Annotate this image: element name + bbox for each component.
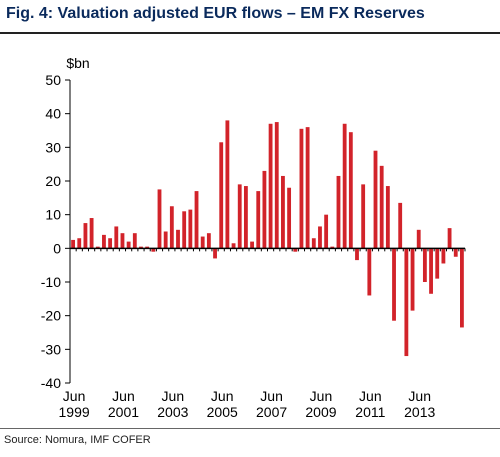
y-axis: 50 40 30 20 10 0 -10 -20 -30 -40 — [41, 72, 71, 391]
bar — [262, 170, 267, 249]
chart-title: Fig. 4: Valuation adjusted EUR flows – E… — [6, 5, 425, 22]
bar — [404, 248, 409, 357]
x-tick-label-month: Jun — [310, 388, 333, 404]
bar — [176, 229, 180, 249]
x-tick-label-month: Jun — [112, 388, 135, 404]
bar — [200, 236, 205, 249]
bar — [188, 209, 193, 249]
bar — [281, 175, 285, 249]
bar-series — [71, 120, 464, 357]
y-tick-label: 20 — [45, 173, 61, 189]
y-tick-label: -30 — [41, 341, 61, 357]
source-note: Source: Nomura, IMF COFER — [4, 434, 151, 446]
x-tick-label-year: 2011 — [355, 404, 385, 420]
bar — [385, 186, 390, 249]
bar — [318, 226, 322, 249]
bar — [324, 214, 329, 249]
x-tick-label-year: 2005 — [207, 404, 238, 420]
bar — [83, 223, 88, 249]
bar — [237, 184, 242, 249]
y-tick-label: -20 — [41, 308, 61, 324]
bar — [355, 248, 359, 261]
bar — [77, 238, 82, 249]
bar — [95, 246, 100, 249]
bar — [231, 243, 236, 249]
bar — [132, 233, 137, 249]
y-tick-label: 30 — [45, 139, 61, 155]
x-tick-label-year: 2001 — [108, 404, 139, 420]
bar — [120, 233, 125, 249]
x-tick-label-year: 1999 — [59, 404, 90, 420]
bar — [126, 241, 131, 249]
bar — [225, 120, 230, 249]
x-tick-label-month: Jun — [408, 388, 431, 404]
x-tick-label-month: Jun — [359, 388, 382, 404]
title-divider — [0, 32, 500, 34]
bar — [460, 248, 464, 328]
bar — [429, 248, 433, 294]
bar — [194, 191, 199, 249]
bar — [422, 248, 427, 282]
source-divider — [0, 428, 500, 429]
bar — [274, 122, 279, 249]
bar — [435, 248, 440, 279]
bar — [213, 248, 217, 259]
x-tick-label-year: 2013 — [404, 404, 435, 420]
bar — [108, 238, 113, 249]
bar — [182, 211, 187, 249]
y-tick-label: 50 — [45, 72, 61, 88]
bar — [342, 123, 347, 249]
bar — [348, 132, 353, 249]
x-tick-label-month: Jun — [211, 388, 234, 404]
bar — [157, 189, 162, 249]
bar — [102, 234, 106, 249]
bar — [305, 127, 310, 249]
bar — [447, 228, 452, 249]
bar — [163, 231, 168, 249]
bar — [206, 233, 211, 249]
bar — [268, 123, 273, 249]
bar — [256, 191, 261, 249]
x-tick-label-month: Jun — [260, 388, 283, 404]
bar — [169, 206, 174, 249]
bar — [441, 248, 446, 264]
bar — [336, 175, 341, 249]
bar — [367, 248, 372, 296]
x-tick-label-year: 2007 — [256, 404, 287, 420]
bar — [416, 229, 421, 249]
y-tick-label: -40 — [41, 375, 61, 391]
bar — [330, 246, 335, 249]
bar — [392, 248, 396, 321]
bar — [299, 128, 304, 249]
bar — [311, 238, 316, 249]
bar — [379, 165, 384, 249]
y-tick-label: 0 — [53, 240, 61, 256]
bar — [219, 142, 224, 249]
bar — [114, 226, 119, 249]
bar — [410, 248, 415, 311]
bar — [139, 246, 143, 249]
bar — [373, 150, 378, 249]
x-tick-label-month: Jun — [162, 388, 185, 404]
x-tick-label-month: Jun — [63, 388, 86, 404]
bar — [250, 241, 254, 249]
bar — [361, 184, 366, 249]
bar — [145, 246, 150, 249]
bar — [243, 186, 248, 249]
bar — [71, 239, 75, 249]
bar — [398, 202, 403, 249]
bar — [151, 248, 156, 252]
bar — [453, 248, 458, 257]
y-axis-unit-label: $bn — [66, 55, 89, 71]
y-tick-label: 10 — [45, 207, 61, 223]
y-tick-label: 40 — [45, 106, 61, 122]
x-tick-label-year: 2009 — [305, 404, 336, 420]
x-axis: Jun1999Jun2001Jun2003Jun2005Jun2007Jun20… — [59, 247, 466, 420]
bar — [89, 218, 94, 249]
bar — [287, 187, 292, 249]
x-tick-label-year: 2003 — [157, 404, 188, 420]
bar — [293, 248, 298, 252]
y-tick-label: -10 — [41, 274, 61, 290]
